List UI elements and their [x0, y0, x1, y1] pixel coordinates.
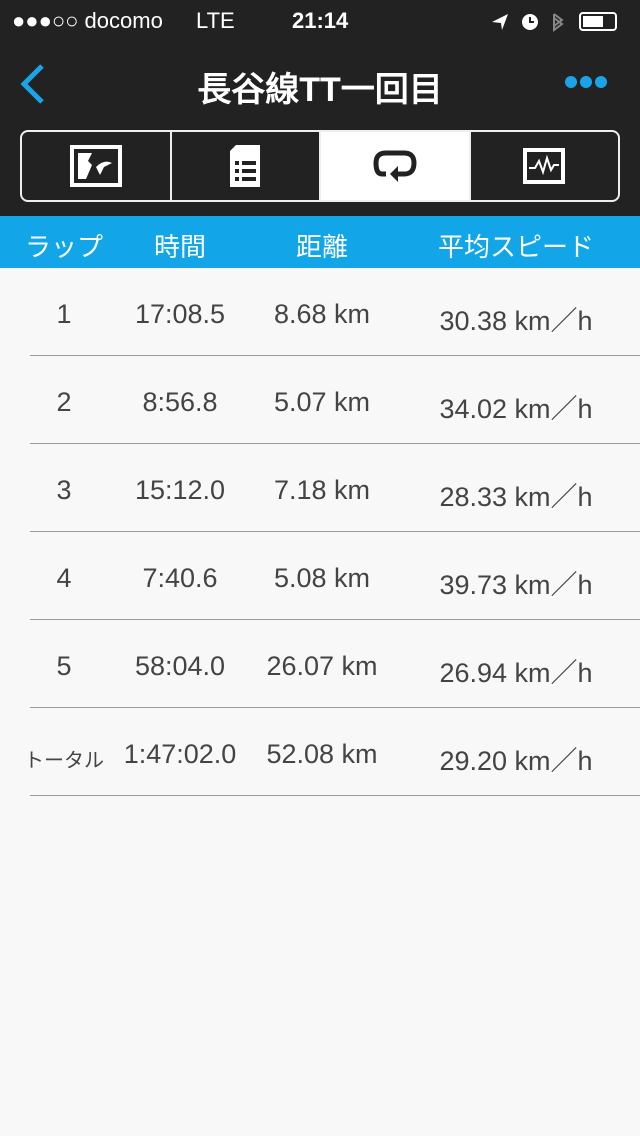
battery-icon	[579, 12, 617, 31]
cell-lap: 2	[56, 387, 72, 417]
status-icons	[492, 12, 617, 32]
header-area: ●●●○○ docomo LTE 21:14 長谷線TT一回目	[0, 0, 640, 216]
network: LTE	[196, 8, 235, 33]
table-row[interactable]: 3 15:12.0 7.18 km 28.33 km／h	[0, 444, 640, 532]
header-lap: ラップ	[24, 232, 104, 262]
cell-avg-speed: 39.73 km／h	[439, 570, 593, 600]
cell-avg-speed: 29.20 km／h	[439, 746, 593, 776]
cell-lap: 1	[56, 299, 72, 329]
view-segmented-control	[20, 130, 620, 202]
table-row[interactable]: トータル 1:47:02.0 52.08 km 29.20 km／h	[0, 708, 640, 796]
map-icon	[69, 145, 122, 187]
cell-avg-speed: 26.94 km／h	[439, 658, 593, 688]
cell-distance: 26.07 km	[266, 651, 378, 681]
page-title: 長谷線TT一回目	[197, 71, 443, 109]
tab-laps[interactable]	[321, 132, 471, 200]
laps-loop-icon	[373, 150, 417, 182]
back-chevron-icon[interactable]	[16, 62, 56, 106]
cell-distance: 8.68 km	[273, 299, 371, 329]
cell-time: 15:12.0	[134, 475, 226, 505]
cell-distance: 7.18 km	[273, 475, 371, 505]
header-avg-speed: 平均スピード	[437, 232, 595, 262]
cell-time: 8:56.8	[142, 387, 218, 417]
cell-avg-speed: 30.38 km／h	[439, 306, 593, 336]
carrier: ●●●○○ docomo	[12, 8, 163, 33]
table-row[interactable]: 2 8:56.8 5.07 km 34.02 km／h	[0, 356, 640, 444]
cell-time: 58:04.0	[134, 651, 226, 681]
tab-graph[interactable]	[471, 132, 619, 200]
cell-lap: 4	[56, 563, 72, 593]
cell-lap: トータル	[24, 750, 104, 772]
cell-avg-speed: 34.02 km／h	[439, 394, 593, 424]
bluetooth-icon	[553, 13, 564, 32]
clock: 21:14	[292, 8, 349, 33]
more-dots-icon[interactable]	[564, 74, 608, 90]
cell-time: 1:47:02.0	[123, 739, 237, 769]
graph-icon	[523, 148, 566, 184]
location-icon	[492, 14, 508, 30]
cell-lap: 5	[56, 651, 72, 681]
cell-distance: 5.07 km	[273, 387, 371, 417]
cell-lap: 3	[56, 475, 72, 505]
table-header: ラップ 時間 距離 平均スピード	[0, 216, 640, 268]
details-list-icon	[230, 145, 261, 187]
cell-distance: 5.08 km	[273, 563, 371, 593]
header-time: 時間	[153, 232, 207, 262]
tab-details[interactable]	[172, 132, 321, 200]
cell-distance: 52.08 km	[266, 739, 378, 769]
cell-time: 7:40.6	[142, 563, 218, 593]
table-row[interactable]: 1 17:08.5 8.68 km 30.38 km／h	[0, 268, 640, 356]
table-row[interactable]: 5 58:04.0 26.07 km 26.94 km／h	[0, 620, 640, 708]
cell-avg-speed: 28.33 km／h	[439, 482, 593, 512]
table-row[interactable]: 4 7:40.6 5.08 km 39.73 km／h	[0, 532, 640, 620]
status-bar: ●●●○○ docomo LTE 21:14	[0, 0, 640, 40]
header-distance: 距離	[295, 232, 349, 262]
tab-map[interactable]	[22, 132, 172, 200]
cell-time: 17:08.5	[134, 299, 226, 329]
